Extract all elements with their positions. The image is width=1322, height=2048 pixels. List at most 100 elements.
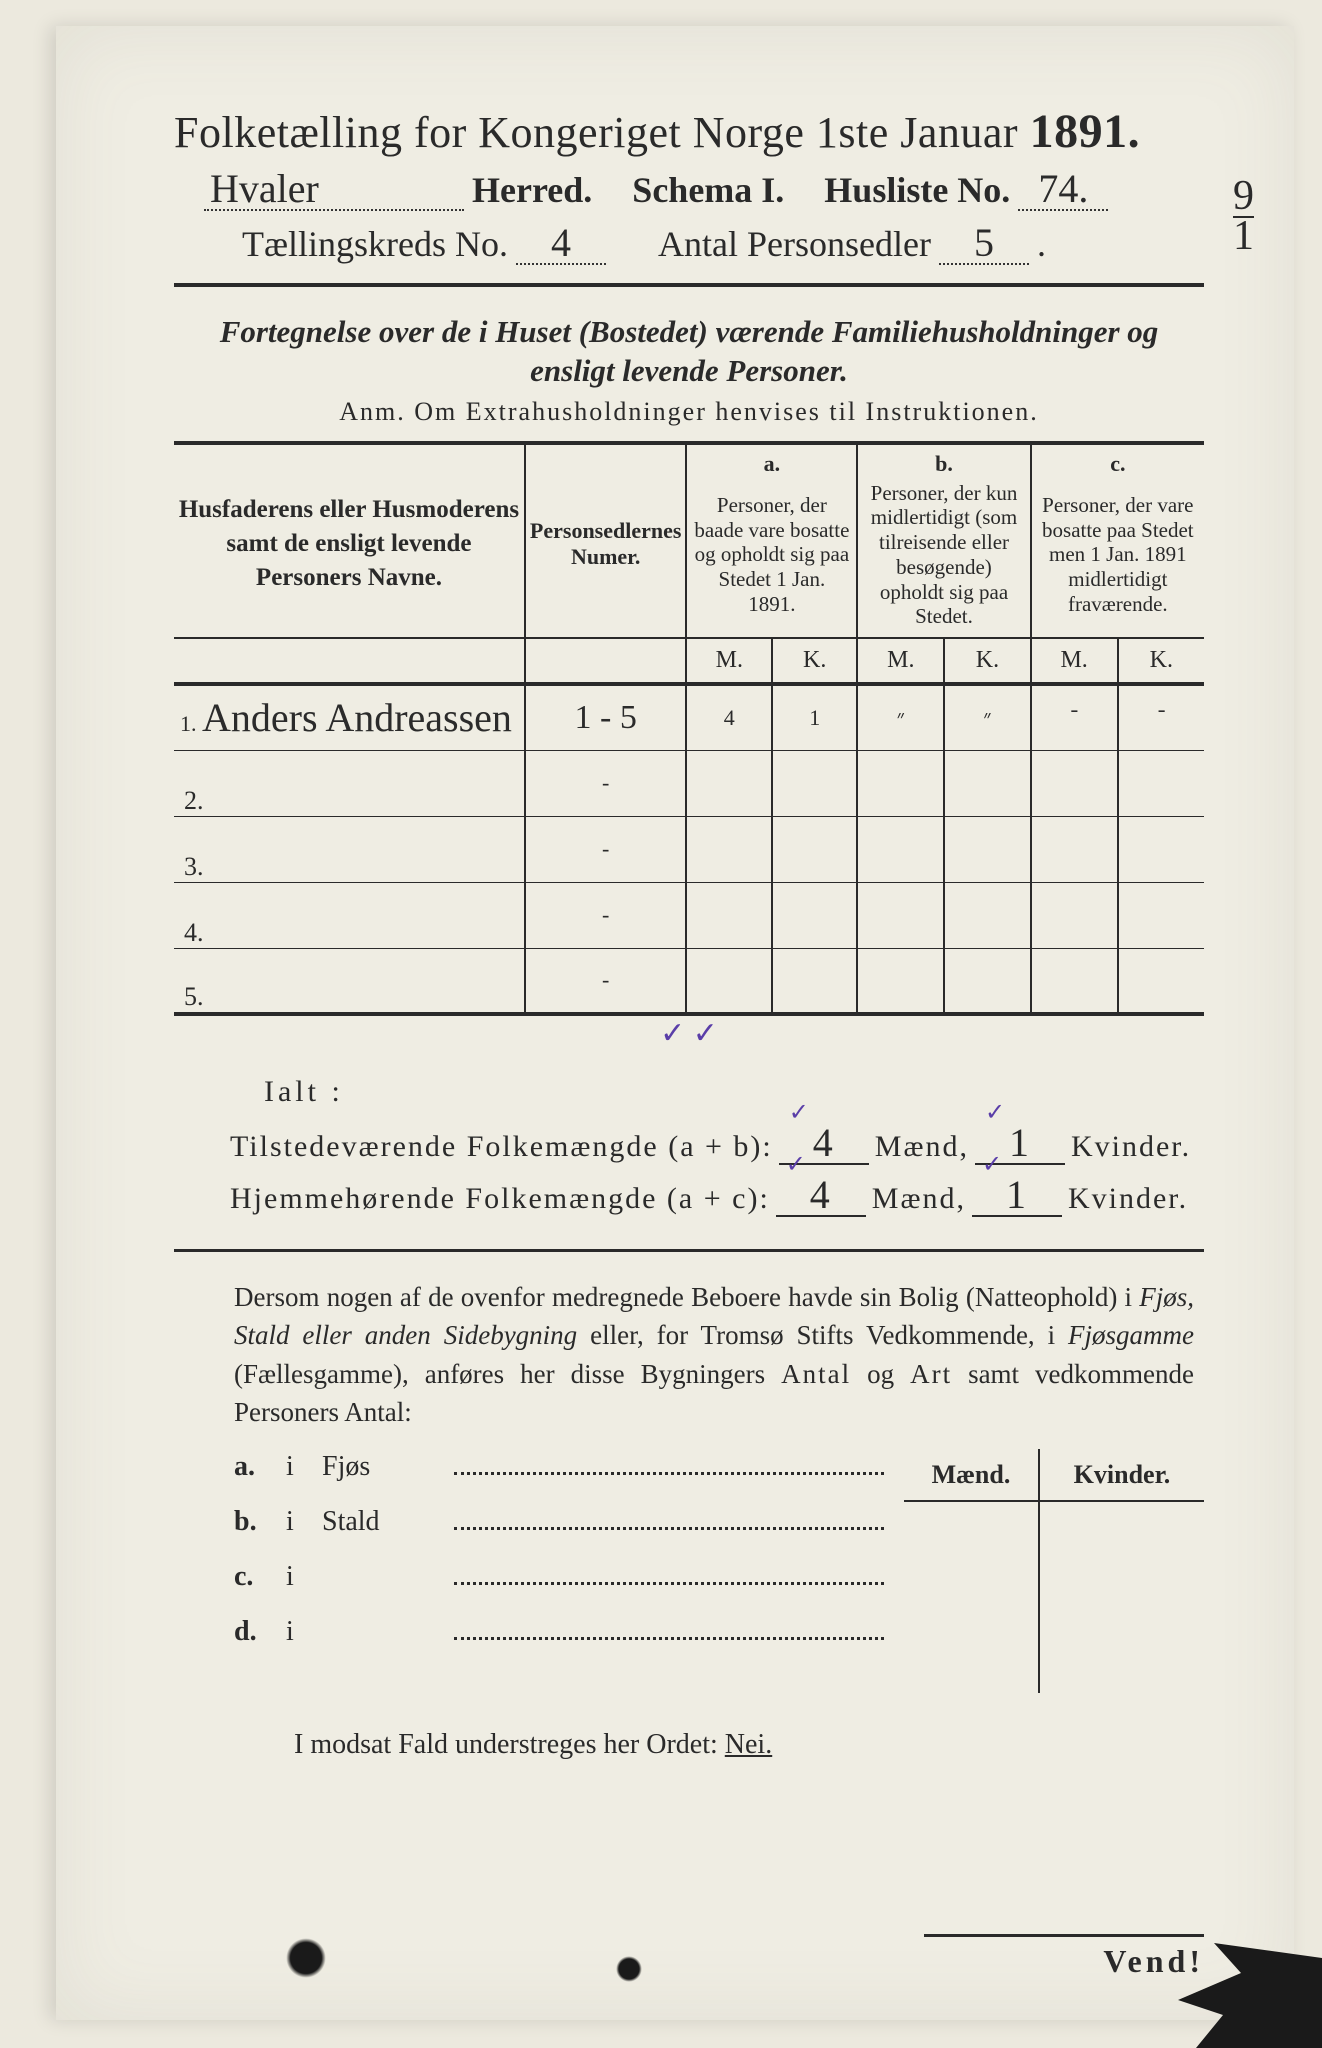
col-c-k: K. <box>1118 638 1204 684</box>
dots <box>454 1505 884 1530</box>
mk-row <box>904 1645 1204 1693</box>
table-row: 4. - <box>174 882 1204 948</box>
row1-name: 1. Anders Andreassen <box>174 684 525 750</box>
period: . <box>1037 223 1046 265</box>
row3-ak <box>772 816 857 882</box>
row1-num: 1 - 5 <box>525 684 687 750</box>
dots <box>454 1615 884 1640</box>
table-row: 5. - <box>174 948 1204 1014</box>
table-row: 2. - <box>174 750 1204 816</box>
herred-value: Hvaler <box>204 169 464 211</box>
nei-line: I modsat Fald understreges her Ordet: Ne… <box>174 1729 1204 1761</box>
household-table: Husfaderens eller Husmoderens samt de en… <box>174 441 1204 1017</box>
ink-blot <box>286 1938 326 1978</box>
col-a-m: M. <box>686 638 772 684</box>
table-row: 1. Anders Andreassen 1 - 5 4 1 ״ ״ ־ ־ <box>174 684 1204 750</box>
row1-bk: ״ <box>944 684 1030 750</box>
row5-ak <box>772 948 857 1014</box>
ialt-label: Ialt : <box>174 1075 1204 1109</box>
mk-blank-1 <box>174 638 525 684</box>
col-b-tag: b. <box>857 443 1030 477</box>
row2-am <box>686 750 772 816</box>
mk-row <box>904 1597 1204 1645</box>
maend-label: Mænd, <box>875 1130 969 1164</box>
herred-label: Herred. <box>472 169 592 211</box>
col-b-desc: Personer, der kun midlertidigt (som tilr… <box>857 477 1030 639</box>
table-body: 1. Anders Andreassen 1 - 5 4 1 ״ ״ ־ ־ 2… <box>174 684 1204 1014</box>
kvinder-label: Kvinder. <box>1071 1130 1191 1164</box>
row1-cm: ־ <box>1031 684 1118 750</box>
row2-cm <box>1031 750 1118 816</box>
row1-ak: 1 <box>772 684 857 750</box>
abcd-list: a. i Fjøs b. i Stald c. i d. i <box>234 1449 884 1670</box>
col-a-desc: Personer, der baade vare bosatte og opho… <box>686 477 857 639</box>
mk-row <box>904 1501 1204 1549</box>
row2-bm <box>857 750 944 816</box>
row3-bk <box>944 816 1030 882</box>
row2-ak <box>772 750 857 816</box>
bottom-ticks: ✓ ✓ <box>174 1016 1204 1051</box>
row4-ak <box>772 882 857 948</box>
row4-cm <box>1031 882 1118 948</box>
husliste-value: 74. <box>1018 169 1108 211</box>
row4-am <box>686 882 772 948</box>
row4-num: - <box>525 882 687 948</box>
dots <box>454 1560 884 1585</box>
row1-am: 4 <box>686 684 772 750</box>
row2-n: 2. <box>174 750 525 816</box>
husliste-label: Husliste No. <box>824 169 1010 211</box>
row5-bk <box>944 948 1030 1014</box>
header-line-3: Tællingskreds No. 4 Antal Personsedler 5… <box>174 223 1204 265</box>
totals-section: Ialt : Tilstedeværende Folkemængde (a + … <box>174 1075 1204 1217</box>
row3-n: 3. <box>174 816 525 882</box>
row1-bm: ״ <box>857 684 944 750</box>
antal-value: 5 <box>939 223 1029 265</box>
row5-n: 5. <box>174 948 525 1014</box>
header-line-2: Hvaler Herred. Schema I. Husliste No. 74… <box>174 169 1204 211</box>
sum-line-ac: Hjemmehørende Folkemængde (a + c): ✓4 Mæ… <box>174 1175 1204 1217</box>
row4-bk <box>944 882 1030 948</box>
row1-ck: ־ <box>1118 684 1204 750</box>
abcd-row-d: d. i <box>234 1615 884 1648</box>
row4-ck <box>1118 882 1204 948</box>
title-year: 1891. <box>1030 105 1141 158</box>
vend-label: Vend! <box>924 1934 1204 1980</box>
form-header: Folketælling for Kongeriget Norge 1ste J… <box>174 104 1204 265</box>
col-c-m: M. <box>1031 638 1118 684</box>
antal-label: Antal Personsedler <box>658 223 931 265</box>
row3-am <box>686 816 772 882</box>
row5-num: - <box>525 948 687 1014</box>
row3-bm <box>857 816 944 882</box>
abcd-row-a: a. i Fjøs <box>234 1449 884 1482</box>
maend-kvinder-table: Mænd. Kvinder. <box>904 1449 1204 1693</box>
col-c-tag: c. <box>1031 443 1204 477</box>
col-b-m: M. <box>857 638 944 684</box>
row4-n: 4. <box>174 882 525 948</box>
kreds-label: Tællingskreds No. <box>242 223 508 265</box>
census-form-page: Folketælling for Kongeriget Norge 1ste J… <box>56 26 1294 2020</box>
mk-row <box>904 1549 1204 1597</box>
section-subtitle: Fortegnelse over de i Huset (Bostedet) v… <box>174 313 1204 391</box>
sidebuilding-paragraph: Dersom nogen af de ovenfor medregnede Be… <box>174 1278 1204 1431</box>
row5-bm <box>857 948 944 1014</box>
row2-bk <box>944 750 1030 816</box>
title-line: Folketælling for Kongeriget Norge 1ste J… <box>174 104 1204 159</box>
sum-ac-label: Hjemmehørende Folkemængde (a + c): <box>230 1182 770 1216</box>
col-c-desc: Personer, der vare bosatte paa Stedet me… <box>1031 477 1204 639</box>
col-a-tag: a. <box>686 443 857 477</box>
row2-ck <box>1118 750 1204 816</box>
row4-bm <box>857 882 944 948</box>
abcd-row-b: b. i Stald <box>234 1505 884 1538</box>
anm-note: Anm. Om Extrahusholdninger henvises til … <box>174 397 1204 427</box>
dots <box>454 1449 884 1474</box>
table-row: 3. - <box>174 816 1204 882</box>
row3-cm <box>1031 816 1118 882</box>
lower-section: a. i Fjøs b. i Stald c. i d. i <box>174 1449 1204 1693</box>
maend-label-2: Mænd, <box>872 1182 966 1216</box>
col-a-k: K. <box>772 638 857 684</box>
row5-am <box>686 948 772 1014</box>
ink-blot <box>616 1956 642 1982</box>
sum-ac-m: ✓4 <box>776 1175 866 1217</box>
row3-ck <box>1118 816 1204 882</box>
kvinder-label-2: Kvinder. <box>1068 1182 1188 1216</box>
